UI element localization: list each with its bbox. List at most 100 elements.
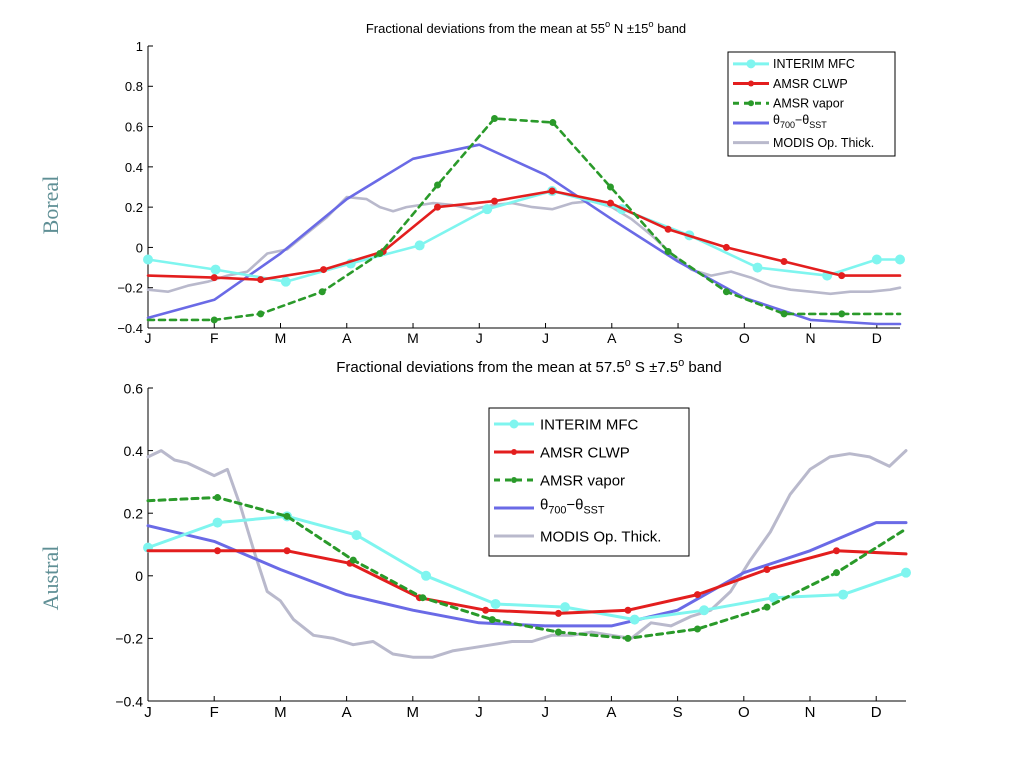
legend-marker xyxy=(748,100,754,107)
boreal-panel: Fractional deviations from the mean at 5… xyxy=(38,19,905,346)
data-point xyxy=(491,115,499,123)
data-point xyxy=(257,310,265,318)
data-point xyxy=(212,517,223,528)
data-point xyxy=(624,606,632,614)
x-tick-label: A xyxy=(342,330,352,346)
data-point xyxy=(763,603,771,611)
data-point xyxy=(722,243,730,251)
x-tick-label: J xyxy=(542,330,549,346)
data-point xyxy=(722,288,730,296)
data-point xyxy=(349,556,357,564)
austral-panel: Fractional deviations from the mean at 5… xyxy=(38,357,911,721)
data-point xyxy=(752,262,763,273)
row-label: Austral xyxy=(38,546,63,611)
y-tick-label: 0 xyxy=(136,240,143,255)
legend-marker xyxy=(748,80,754,87)
x-tick-label: O xyxy=(739,330,750,346)
data-point xyxy=(210,264,221,275)
data-point xyxy=(421,570,432,581)
series-line-amsr-vapor xyxy=(146,496,908,640)
legend-box xyxy=(727,51,896,157)
data-point xyxy=(434,203,442,211)
series-line-700-sst xyxy=(146,521,908,628)
data-point xyxy=(693,625,701,633)
data-point xyxy=(491,197,499,205)
data-point xyxy=(214,547,222,555)
data-point xyxy=(320,266,328,274)
y-tick-label: 0.2 xyxy=(124,505,144,521)
legend-label: AMSR vapor xyxy=(773,97,844,111)
y-tick-label: −0.2 xyxy=(115,631,143,647)
series-line-amsr-clwp xyxy=(146,189,902,282)
y-tick-label: 0.6 xyxy=(124,380,144,396)
x-tick-label: N xyxy=(805,704,816,721)
data-point xyxy=(629,614,640,625)
data-point xyxy=(210,274,218,282)
data-point xyxy=(832,547,840,555)
data-point xyxy=(895,254,905,265)
x-tick-label: J xyxy=(144,704,152,721)
data-point xyxy=(351,530,362,541)
x-tick-label: S xyxy=(673,704,683,721)
data-point xyxy=(318,288,326,296)
data-point xyxy=(780,258,788,266)
data-point xyxy=(488,616,496,624)
y-tick-label: −0.4 xyxy=(117,321,143,336)
data-point xyxy=(780,310,788,318)
data-point xyxy=(549,119,557,127)
x-tick-label: A xyxy=(606,704,616,721)
y-tick-label: 0.2 xyxy=(125,200,143,215)
data-point xyxy=(434,181,442,189)
legend-marker xyxy=(511,477,517,483)
chart-title: Fractional deviations from the mean at 5… xyxy=(366,19,686,36)
data-point xyxy=(414,240,425,251)
data-point xyxy=(838,589,849,600)
data-point xyxy=(548,187,556,195)
x-tick-label: N xyxy=(805,330,815,346)
data-point xyxy=(606,183,614,191)
data-point xyxy=(838,310,846,318)
x-tick-label: J xyxy=(475,704,483,721)
legend-label: INTERIM MFC xyxy=(773,57,855,71)
y-tick-label: −0.2 xyxy=(117,281,143,296)
legend-marker xyxy=(509,419,519,429)
legend-label: θ700−θSST xyxy=(540,497,605,517)
series-line-modis-op-thick xyxy=(146,449,908,659)
data-point xyxy=(283,547,291,555)
data-point xyxy=(763,566,771,574)
data-point xyxy=(901,567,911,578)
data-point xyxy=(624,634,632,642)
x-tick-label: J xyxy=(541,704,549,721)
data-point xyxy=(280,276,291,287)
y-tick-label: 0.4 xyxy=(124,443,144,459)
data-point xyxy=(283,512,291,520)
data-point xyxy=(143,254,153,265)
row-label: Boreal xyxy=(38,176,63,235)
legend-label: MODIS Op. Thick. xyxy=(773,136,874,150)
legend-label: AMSR vapor xyxy=(540,472,625,489)
data-point xyxy=(214,494,222,502)
x-tick-label: F xyxy=(210,330,219,346)
data-point xyxy=(210,316,218,324)
data-point xyxy=(664,225,672,233)
data-point xyxy=(376,249,384,257)
legend-marker xyxy=(746,59,756,69)
data-point xyxy=(490,598,501,609)
data-point xyxy=(419,594,427,602)
chart-title: Fractional deviations from the mean at 5… xyxy=(336,357,722,376)
x-tick-label: M xyxy=(407,704,420,721)
data-point xyxy=(554,628,562,636)
x-tick-label: O xyxy=(738,704,750,721)
data-point xyxy=(482,204,493,215)
x-tick-label: D xyxy=(871,704,882,721)
series-line-amsr-vapor xyxy=(146,117,902,322)
data-point xyxy=(257,276,265,284)
legend-label: AMSR CLWP xyxy=(773,77,848,91)
legend-label: θ700−θSST xyxy=(773,113,827,130)
legend-label: AMSR CLWP xyxy=(540,444,630,461)
data-point xyxy=(482,606,490,614)
legend-label: MODIS Op. Thick. xyxy=(540,528,661,545)
data-point xyxy=(606,199,614,207)
y-tick-label: 0.6 xyxy=(125,119,143,134)
